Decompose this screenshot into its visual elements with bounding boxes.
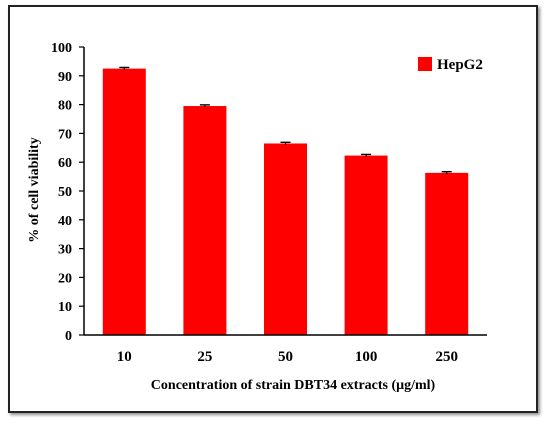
y-tick-label: 20 — [58, 271, 72, 286]
bar-50 — [264, 143, 307, 335]
y-tick-label: 70 — [58, 127, 72, 142]
x-tick-label-50: 50 — [278, 349, 293, 365]
y-tick-label: 90 — [58, 70, 72, 85]
x-tick-label-250: 250 — [435, 349, 458, 365]
y-axis-ticks: 0 10 20 30 40 50 60 70 80 90 100 — [51, 41, 84, 344]
y-tick-label: 30 — [58, 243, 72, 258]
legend-label-hepg2: HepG2 — [437, 57, 483, 73]
x-tick-label-10: 10 — [117, 349, 132, 365]
x-axis-ticks: 10 25 50 100 250 — [117, 349, 458, 365]
y-axis-label: % of cell viability — [27, 137, 42, 242]
bars — [102, 66, 469, 335]
x-axis-label: Concentration of strain DBT34 extracts (… — [151, 378, 436, 393]
y-tick-label: 100 — [51, 41, 72, 56]
x-tick-label-100: 100 — [355, 349, 378, 365]
y-tick-label: 10 — [58, 300, 72, 315]
x-tick-label-25: 25 — [197, 349, 212, 365]
y-tick-label: 40 — [58, 214, 72, 229]
y-tick-label: 60 — [58, 156, 72, 171]
y-tick-label: 50 — [58, 185, 72, 200]
y-tick-label: 80 — [58, 99, 72, 114]
legend-swatch-hepg2 — [418, 57, 432, 71]
bar-250 — [425, 172, 469, 335]
bar-10 — [102, 68, 146, 335]
bar-25 — [183, 106, 227, 335]
bar-100 — [344, 155, 388, 335]
y-tick-label: 0 — [65, 329, 72, 344]
